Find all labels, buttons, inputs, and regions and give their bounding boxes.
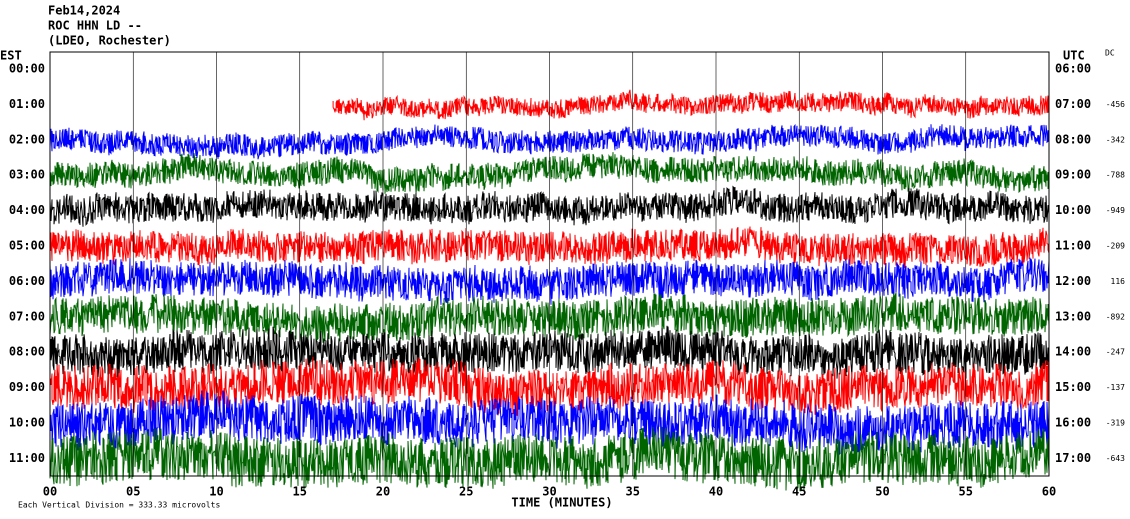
utc-label: 16:00 <box>1055 416 1091 430</box>
est-label: 03:00 <box>9 168 45 182</box>
utc-label: 06:00 <box>1055 62 1091 76</box>
est-label: 01:00 <box>9 97 45 111</box>
utc-label: 08:00 <box>1055 132 1091 146</box>
x-tick-label: 10 <box>209 485 223 499</box>
est-label: 04:00 <box>9 203 45 217</box>
trace <box>49 356 1050 416</box>
est-label: 09:00 <box>9 380 45 394</box>
utc-label: 11:00 <box>1055 239 1091 253</box>
grid <box>49 51 1050 477</box>
title-line: (LDEO, Rochester) <box>48 34 171 48</box>
x-tick-label: 60 <box>1042 485 1056 499</box>
utc-label: 09:00 <box>1055 168 1091 182</box>
dc-value: -456 <box>1106 100 1125 109</box>
x-tick-label: 55 <box>959 485 973 499</box>
utc-label: 17:00 <box>1055 451 1091 465</box>
utc-label: 07:00 <box>1055 97 1091 111</box>
x-tick-label: 15 <box>293 485 307 499</box>
est-label: 02:00 <box>9 132 45 146</box>
dc-value: -342 <box>1106 135 1125 144</box>
est-label: 11:00 <box>9 451 45 465</box>
dc-value: -788 <box>1106 171 1125 180</box>
title-line: Feb14,2024 <box>48 4 120 18</box>
dc-value: -643 <box>1106 454 1125 463</box>
utc-label: 10:00 <box>1055 203 1091 217</box>
est-label: 06:00 <box>9 274 45 288</box>
dc-label: DC <box>1105 49 1115 58</box>
plot-frame <box>49 51 1050 477</box>
trace <box>332 89 1049 121</box>
utc-label: 13:00 <box>1055 309 1091 323</box>
est-label: 08:00 <box>9 345 45 359</box>
est-label: 10:00 <box>9 416 45 430</box>
utc-label: 14:00 <box>1055 345 1091 359</box>
x-tick-label: 30 <box>542 485 556 499</box>
utc-label: 12:00 <box>1055 274 1091 288</box>
x-tick-label: 00 <box>43 485 57 499</box>
est-label: 07:00 <box>9 309 45 323</box>
trace <box>49 325 1050 379</box>
dc-value: 116 <box>1111 277 1126 286</box>
dc-value: -892 <box>1106 312 1125 321</box>
footnote: Each Vertical Division = 333.33 microvol… <box>18 501 220 510</box>
x-tick-label: 25 <box>459 485 473 499</box>
x-tick-label: 40 <box>709 485 723 499</box>
est-label: 00:00 <box>9 62 45 76</box>
x-tick-label: 50 <box>875 485 889 499</box>
dc-value: -209 <box>1106 242 1125 251</box>
x-tick-label: 05 <box>126 485 140 499</box>
utc-label: 15:00 <box>1055 380 1091 394</box>
left-axis-label: EST <box>0 49 22 63</box>
dc-value: -137 <box>1106 383 1125 392</box>
dc-value: -247 <box>1106 348 1125 357</box>
right-axis-label: UTC <box>1063 49 1085 63</box>
x-tick-label: 45 <box>792 485 806 499</box>
title-line: ROC HHN LD -- <box>48 19 142 33</box>
x-tick-label: 35 <box>626 485 640 499</box>
x-axis-label: TIME (MINUTES) <box>511 496 612 510</box>
x-tick-label: 20 <box>376 485 390 499</box>
trace <box>49 123 1050 160</box>
dc-value: -949 <box>1106 206 1125 215</box>
est-label: 05:00 <box>9 239 45 253</box>
dc-value: -319 <box>1106 419 1125 428</box>
